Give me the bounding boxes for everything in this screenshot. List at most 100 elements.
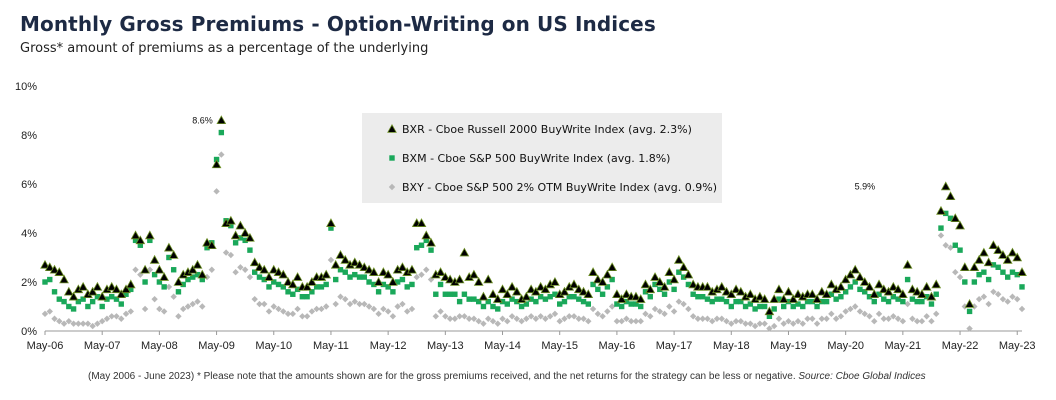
bxm-point — [847, 284, 854, 290]
bxy-point — [79, 320, 87, 327]
bxr-point — [826, 279, 837, 289]
bxr-point — [373, 276, 384, 286]
bxy-point — [132, 266, 139, 273]
bxr-point — [778, 294, 789, 303]
bxm-point — [366, 279, 372, 285]
bxy-point — [670, 308, 678, 315]
bxy-point — [475, 318, 482, 325]
bxy-point — [842, 308, 849, 315]
bxm-point — [590, 281, 596, 288]
bxr-point — [497, 284, 508, 294]
bxm-point — [990, 262, 997, 268]
bxr-point — [921, 281, 932, 291]
bxy-point — [885, 315, 892, 322]
bxy-point — [375, 310, 382, 318]
bxm-point — [342, 269, 348, 275]
bxy-point — [103, 315, 111, 322]
bxm-point — [142, 279, 148, 285]
bxr-point — [912, 286, 923, 296]
bxy-point — [342, 295, 349, 303]
bxy-point — [937, 232, 945, 239]
bxy-point — [651, 305, 659, 313]
bxm-point — [766, 313, 773, 319]
bxy-point — [446, 315, 454, 322]
bxm-point — [361, 274, 368, 280]
bxy-point — [523, 315, 530, 322]
bxr-point — [454, 274, 465, 284]
bxr-point — [573, 284, 584, 294]
bxy-point — [709, 318, 716, 325]
bxy-point — [899, 318, 907, 325]
bxm-point — [132, 237, 139, 244]
bxy-point — [308, 308, 316, 315]
bxm-point — [380, 281, 387, 288]
legend-label-bxm: BXM - Cboe S&P 500 BuyWrite Index (avg. … — [402, 152, 670, 165]
bxm-point — [557, 301, 563, 307]
x-tick-label: May-15 — [541, 340, 578, 352]
bxy-point — [575, 315, 582, 322]
bxm-point — [828, 291, 835, 297]
bxm-point — [919, 298, 925, 305]
bxr-point — [63, 286, 74, 296]
bxy-point — [875, 310, 883, 318]
bxm-point — [447, 291, 453, 297]
bxm-point — [852, 279, 858, 285]
bxy-point — [737, 318, 745, 325]
bxm-point — [666, 279, 673, 285]
bxm-point — [80, 296, 86, 302]
x-tick-label: May-16 — [599, 340, 636, 352]
bxr-point — [526, 284, 536, 294]
bxm-point — [561, 298, 568, 305]
bxm-point — [333, 276, 339, 283]
bxy-point — [246, 273, 254, 281]
bxm-point — [204, 245, 210, 251]
bxm-point — [576, 296, 582, 302]
bxr-point — [469, 269, 479, 279]
bxy-point — [270, 303, 277, 310]
bxy-point — [637, 318, 644, 325]
bxr-point — [440, 272, 451, 281]
bxy-point — [251, 295, 258, 303]
bxr-point — [950, 213, 961, 223]
bxy-point — [985, 300, 992, 308]
bxm-point — [833, 296, 839, 302]
bxr-point — [211, 159, 222, 169]
bxm-point — [623, 298, 630, 305]
bxr-point — [397, 262, 408, 272]
x-tick-label: May-19 — [770, 340, 807, 352]
bxm-point — [1014, 271, 1020, 278]
bxr-point — [988, 240, 999, 250]
bxy-point — [284, 310, 292, 318]
bxy-point — [680, 300, 687, 308]
bxm-point — [375, 289, 382, 295]
bxy-point — [570, 313, 578, 320]
footnote-source: Source: Cboe Global Indices — [798, 371, 926, 382]
bxm-point — [452, 291, 458, 297]
bxm-point — [890, 294, 897, 300]
bxr-point — [264, 272, 274, 281]
bxm-point — [328, 225, 334, 231]
bxy-point — [399, 300, 406, 308]
bxm-point — [247, 247, 253, 253]
bxy-point — [542, 315, 549, 322]
bxr-point — [44, 262, 55, 272]
x-tick-label: May-20 — [827, 340, 864, 352]
x-tick-label: May-18 — [713, 340, 750, 352]
bxy-point — [956, 273, 964, 281]
bxm-point — [147, 237, 153, 244]
bxr-point — [307, 276, 317, 286]
bxy-point — [823, 315, 830, 322]
bxm-point — [752, 306, 758, 312]
bxy-point — [294, 305, 301, 313]
bxy-point — [1004, 298, 1011, 305]
bxy-point — [909, 315, 916, 322]
bxr-point — [154, 264, 165, 274]
bxy-point — [156, 305, 163, 313]
bxm-point — [275, 281, 282, 288]
bxy-point — [356, 300, 363, 308]
bxr-point — [416, 218, 427, 227]
bxr-point — [645, 284, 656, 294]
x-tick-label: May-21 — [885, 340, 922, 352]
bxm-point — [118, 301, 124, 307]
